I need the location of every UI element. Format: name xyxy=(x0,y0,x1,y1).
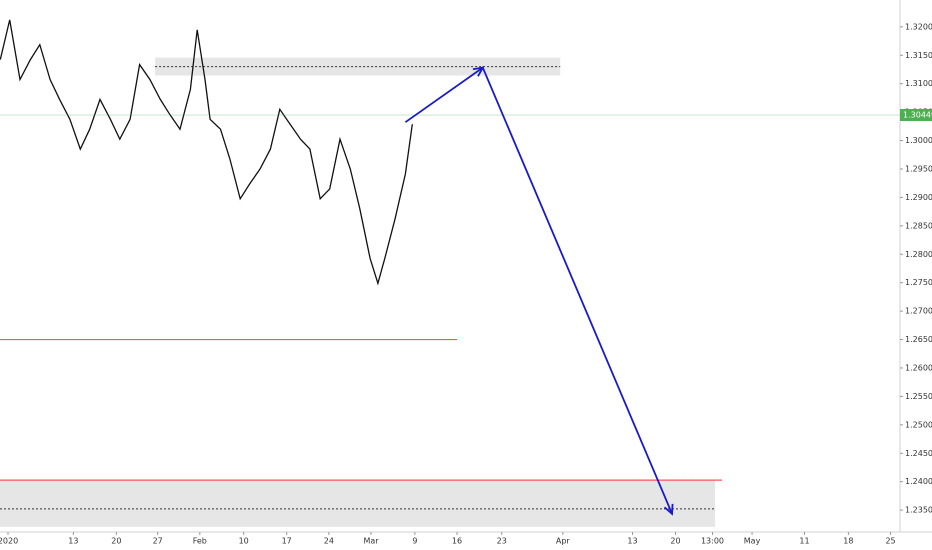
y-tick-label: 1.24000 xyxy=(905,477,932,486)
y-tick-label: 1.25000 xyxy=(905,420,932,429)
x-tick-label: 11 xyxy=(799,537,809,546)
arrow-head xyxy=(472,66,485,77)
arrow-head xyxy=(663,503,674,516)
x-tick-label: 13 xyxy=(68,537,78,546)
price-line xyxy=(0,19,413,286)
x-tick-label: 9 xyxy=(412,537,417,546)
x-tick-label: 13 xyxy=(627,537,637,546)
y-tick-label: 1.28000 xyxy=(905,250,932,259)
x-tick-label: 24 xyxy=(324,537,334,546)
y-tick-label: 1.30000 xyxy=(905,136,932,145)
x-tick-label: Mar xyxy=(363,537,379,546)
x-tick-label: 2020 xyxy=(0,537,18,546)
x-tick-label: 25 xyxy=(885,537,895,546)
x-tick-label: 16 xyxy=(452,537,462,546)
y-tick-label: 1.27000 xyxy=(905,307,932,316)
last-price-label: 1.30449 xyxy=(903,111,932,120)
x-tick-label: 27 xyxy=(153,537,163,546)
y-tick-label: 1.26500 xyxy=(905,335,932,344)
last-price-box xyxy=(900,109,932,122)
y-tick-label: 1.31000 xyxy=(905,79,932,88)
x-tick-label: 20 xyxy=(670,537,680,546)
x-tick-label: May xyxy=(744,537,761,546)
y-tick-label: 1.31500 xyxy=(905,51,932,60)
x-tick-label: Feb xyxy=(193,537,207,546)
x-tick-label: 17 xyxy=(282,537,292,546)
x-tick-label: 18 xyxy=(843,537,853,546)
y-tick-label: 1.25500 xyxy=(905,392,932,401)
x-tick-label: 13:00 xyxy=(701,537,724,546)
x-tick-label: 10 xyxy=(239,537,249,546)
x-tick-label: Apr xyxy=(556,537,571,546)
y-tick-label: 1.24500 xyxy=(905,449,932,458)
y-tick-label: 1.23500 xyxy=(905,506,932,515)
zone xyxy=(0,480,716,527)
y-tick-label: 1.26000 xyxy=(905,363,932,372)
zone xyxy=(155,57,561,76)
y-tick-label: 1.29500 xyxy=(905,164,932,173)
y-tick-label: 1.29000 xyxy=(905,193,932,202)
x-tick-label: 23 xyxy=(497,537,507,546)
x-tick-label: 20 xyxy=(111,537,121,546)
y-tick-label: 1.28500 xyxy=(905,221,932,230)
y-tick-label: 1.32000 xyxy=(905,22,932,31)
y-tick-label: 1.27500 xyxy=(905,278,932,287)
